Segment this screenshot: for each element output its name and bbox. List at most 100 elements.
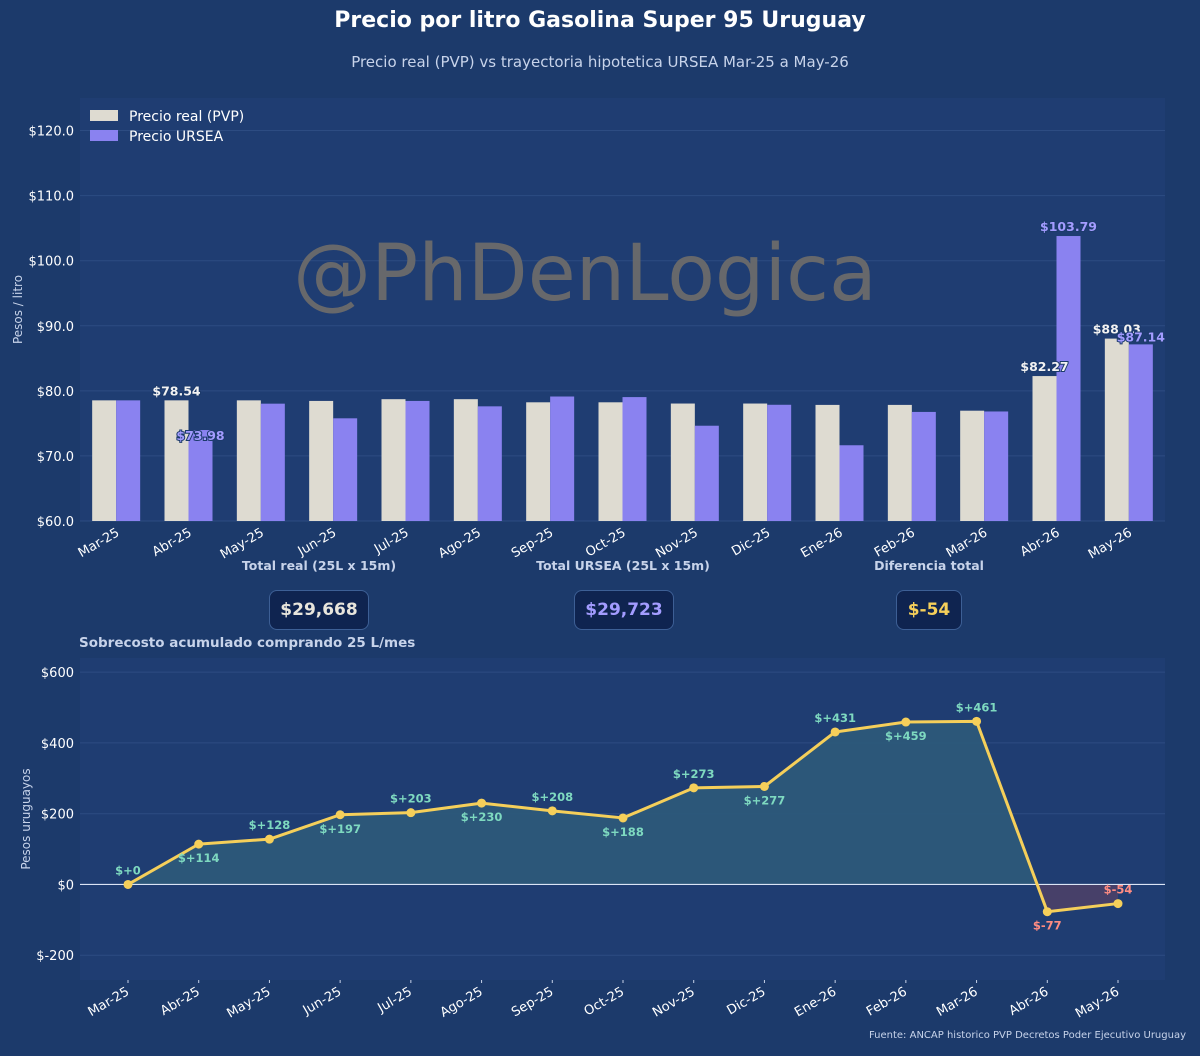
cumulative-y-tick-label: $600: [41, 666, 74, 681]
price-y-tick-label: $70.0: [37, 450, 74, 465]
cumulative-point: [406, 808, 416, 818]
cumulative-data-label: $+461: [956, 700, 998, 714]
bar-real-pvp: [236, 400, 261, 521]
bar-ursea: [260, 403, 285, 521]
cumulative-data-label: $-54: [1104, 883, 1133, 897]
total-ursea-value: $29,723: [574, 590, 674, 630]
cumulative-data-label: $+203: [390, 792, 432, 806]
cumulative-data-label: $+188: [602, 825, 644, 839]
cumulative-point: [972, 716, 982, 726]
cumulative-x-tick-label: Sep-25: [509, 984, 556, 1020]
cumulative-x-tick-label: May-26: [1073, 984, 1122, 1021]
cumulative-x-tick-label: Oct-25: [582, 984, 627, 1019]
price-x-tick-label: Ene-26: [798, 525, 845, 561]
bar-real-pvp: [164, 400, 189, 521]
bar-ursea: [333, 418, 358, 521]
bar-ursea: [984, 411, 1009, 521]
cumulative-data-label: $+0: [115, 863, 141, 877]
bar-real-pvp: [598, 402, 623, 521]
cumulative-x-tick-label: Ene-26: [792, 984, 839, 1020]
price-x-tick-label: May-25: [218, 525, 267, 562]
price-x-tick-label: May-26: [1086, 525, 1135, 562]
total-real-value: $29,668: [269, 590, 369, 630]
price-x-tick-label: Dic-25: [729, 525, 773, 559]
bar-real-pvp: [1032, 376, 1057, 521]
diff-total-value: $-54: [896, 590, 962, 630]
cumulative-chart-title: Sobrecosto acumulado comprando 25 L/mes: [79, 635, 416, 651]
bar-value-label: $73.98: [176, 428, 224, 443]
bar-ursea: [911, 411, 936, 521]
bar-ursea: [405, 400, 430, 521]
bar-ursea: [839, 445, 864, 521]
price-y-tick-label: $60.0: [37, 515, 74, 530]
bar-value-label: $88.03: [1093, 322, 1141, 337]
cumulative-point: [830, 727, 840, 737]
cumulative-y-tick-label: $400: [41, 737, 74, 752]
cumulative-point: [335, 810, 345, 820]
cumulative-x-tick-label: Mar-25: [86, 984, 132, 1019]
cumulative-x-tick-label: Dic-25: [725, 984, 769, 1018]
bar-real-pvp: [960, 410, 985, 521]
cumulative-data-label: $+114: [178, 851, 220, 865]
bar-value-label: $87.14: [1117, 329, 1166, 344]
legend-label-real: Precio real (PVP): [129, 109, 244, 125]
source-note: Fuente: ANCAP historico PVP Decretos Pod…: [868, 1030, 1186, 1041]
bar-ursea: [694, 425, 719, 521]
price-y-tick-label: $110.0: [29, 190, 75, 205]
bar-value-label: $82.27: [1020, 359, 1068, 374]
cumulative-x-tick-label: Ago-25: [438, 984, 486, 1020]
price-y-tick-label: $90.0: [37, 320, 74, 335]
bar-real-pvp: [1104, 338, 1129, 521]
bar-real-pvp: [381, 399, 406, 521]
bar-real-pvp: [887, 404, 912, 521]
bar-real-pvp: [670, 403, 695, 521]
cumulative-data-label: $-77: [1033, 919, 1062, 933]
cumulative-point: [123, 879, 133, 889]
bar-ursea: [1056, 236, 1081, 522]
cumulative-data-label: $+277: [744, 793, 786, 807]
price-y-axis-label: Pesos / litro: [11, 275, 25, 344]
price-x-tick-label: Jun-25: [295, 525, 339, 559]
cumulative-x-tick-label: Nov-25: [650, 984, 698, 1020]
price-x-tick-label: Ago-25: [436, 525, 484, 561]
cumulative-point: [264, 834, 274, 844]
cumulative-data-label: $+197: [319, 822, 361, 836]
bar-real-pvp: [743, 403, 768, 521]
cumulative-y-axis-label: Pesos uruguayos: [19, 768, 33, 869]
bar-real-pvp: [453, 399, 478, 521]
cumulative-point: [547, 806, 557, 816]
cumulative-y-tick-label: $0: [57, 878, 74, 893]
cumulative-data-label: $+208: [531, 790, 573, 804]
legend-swatch-real: [90, 110, 118, 121]
legend-label-ursea: Precio URSEA: [129, 129, 224, 145]
bar-ursea: [188, 430, 213, 521]
price-x-tick-label: Oct-25: [583, 525, 628, 560]
cumulative-point: [689, 783, 699, 793]
cumulative-x-tick-label: May-25: [224, 984, 273, 1021]
cumulative-point: [1113, 899, 1123, 909]
legend-swatch-ursea: [90, 130, 118, 141]
watermark: @PhDenLogica: [293, 229, 877, 319]
cumulative-data-label: $+431: [814, 711, 856, 725]
cumulative-point: [1042, 907, 1052, 917]
bar-ursea: [1128, 344, 1153, 521]
cumulative-point: [759, 781, 769, 791]
bar-ursea: [622, 397, 647, 521]
cumulative-point: [618, 813, 628, 823]
cumulative-point: [901, 717, 911, 727]
cumulative-data-label: $+128: [249, 818, 291, 832]
cumulative-data-label: $+273: [673, 767, 715, 781]
price-x-tick-label: Feb-26: [872, 525, 918, 560]
bar-real-pvp: [92, 400, 117, 521]
cumulative-data-label: $+459: [885, 729, 927, 743]
bar-value-label: $78.54: [152, 383, 201, 398]
price-y-tick-label: $120.0: [29, 125, 75, 140]
chart-title: Precio por litro Gasolina Super 95 Urugu…: [334, 8, 866, 33]
bar-ursea: [477, 406, 502, 521]
price-x-tick-label: Mar-26: [944, 525, 990, 560]
cumulative-x-tick-label: Jun-25: [300, 984, 344, 1018]
price-x-tick-label: Abr-26: [1018, 525, 1063, 559]
cumulative-point: [194, 839, 204, 849]
cumulative-y-tick-label: $-200: [36, 949, 74, 964]
